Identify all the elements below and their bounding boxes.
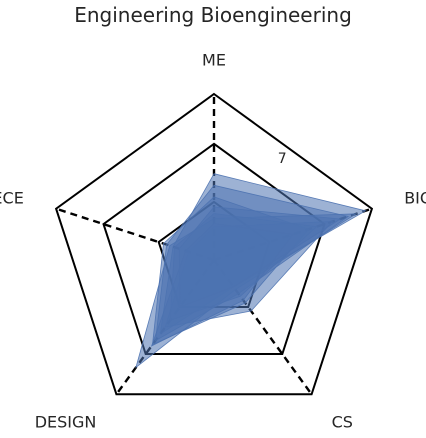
axis-label-design: DESIGN <box>35 412 97 431</box>
tick-label-layer: 7 <box>278 151 287 167</box>
tick-label-7: 7 <box>278 151 287 167</box>
axis-label-me: ME <box>202 51 226 70</box>
axis-label-ece: ECE <box>0 189 24 208</box>
data-polygon-8 <box>150 223 294 347</box>
data-layer <box>135 173 367 369</box>
axis-label-cs: CS <box>332 412 353 431</box>
grid-ring-3 <box>54 92 374 396</box>
axis-label-bio: BIO <box>404 189 426 208</box>
chart-title: Engineering Bioengineering <box>74 3 352 27</box>
axis-label-layer: ME BIO CS DESIGN ECE <box>0 51 426 432</box>
